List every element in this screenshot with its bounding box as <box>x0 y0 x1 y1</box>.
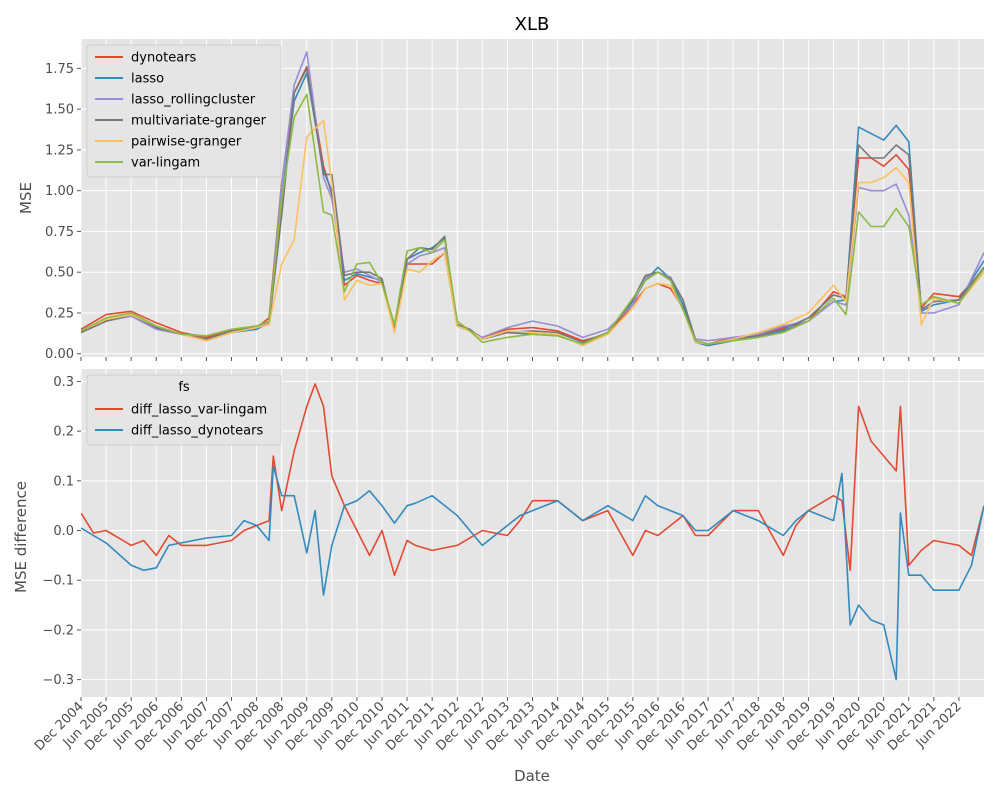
chart-title: XLB <box>515 14 550 35</box>
y-tick-label: 0.25 <box>45 306 74 321</box>
series-line-var-lingam <box>81 93 984 345</box>
bottom-panel-y-axis-label: MSE difference <box>12 481 30 593</box>
y-tick-label: 0.0 <box>53 524 74 539</box>
y-tick-label: 1.25 <box>45 143 74 158</box>
bottom-panel-y-ticks: −0.3 −0.2 −0.1 0.0 0.1 0.2 0.3 <box>42 375 81 688</box>
legend-label: dynotears <box>131 51 197 66</box>
top-panel-x-ticks <box>80 357 960 361</box>
legend-label: diff_lasso_var-lingam <box>131 403 267 418</box>
top-panel-y-ticks: 0.00 0.25 0.50 0.75 1.00 1.25 1.50 1.75 <box>45 62 81 362</box>
y-tick-label: 1.75 <box>45 62 74 77</box>
y-tick-label: 0.75 <box>45 225 74 240</box>
top-panel-legend: dynotears lasso lasso_rollingclustermultiv… <box>86 44 282 178</box>
legend-title: fs <box>178 380 190 395</box>
bottom-panel-series <box>81 383 984 681</box>
y-tick-label: −0.3 <box>42 673 74 688</box>
legend-frame <box>86 44 282 178</box>
series-line-diff_lasso_dynotears <box>81 465 984 681</box>
top-panel-series <box>81 51 984 347</box>
top-panel-y-axis-label: MSE <box>17 182 35 214</box>
legend-label: diff_lasso_dynotears <box>131 424 263 439</box>
legend-label: lasso_rollingcluster <box>131 93 256 108</box>
y-tick-label: 0.3 <box>53 375 74 390</box>
series-line-multivariate-granger <box>81 67 984 345</box>
bottom-panel-x-axis-label: Date <box>514 767 550 785</box>
y-tick-label: 0.00 <box>45 347 74 362</box>
legend-label: lasso <box>131 72 164 87</box>
y-tick-label: 1.00 <box>45 184 74 199</box>
bottom-panel-legend: fs diff_lasso_var-lingam diff_lasso_dynote… <box>86 374 282 446</box>
y-tick-label: 0.1 <box>53 474 74 489</box>
legend-frame <box>86 374 282 446</box>
legend-label: multivariate-granger <box>131 114 267 129</box>
y-tick-label: 1.50 <box>45 103 74 118</box>
legend-label: var-lingam <box>131 156 200 171</box>
legend-label: pairwise-granger <box>131 135 242 150</box>
top-panel: 0.00 0.25 0.50 0.75 1.00 1.25 1.50 1.75 MSE dyn… <box>17 39 984 362</box>
y-tick-label: −0.1 <box>42 574 74 589</box>
y-tick-label: 0.50 <box>45 266 74 281</box>
series-line-pairwise-granger <box>81 119 984 347</box>
series-line-diff_lasso_var-lingam <box>81 383 984 577</box>
y-tick-label: −0.2 <box>42 623 74 638</box>
y-tick-label: 0.2 <box>53 425 74 440</box>
